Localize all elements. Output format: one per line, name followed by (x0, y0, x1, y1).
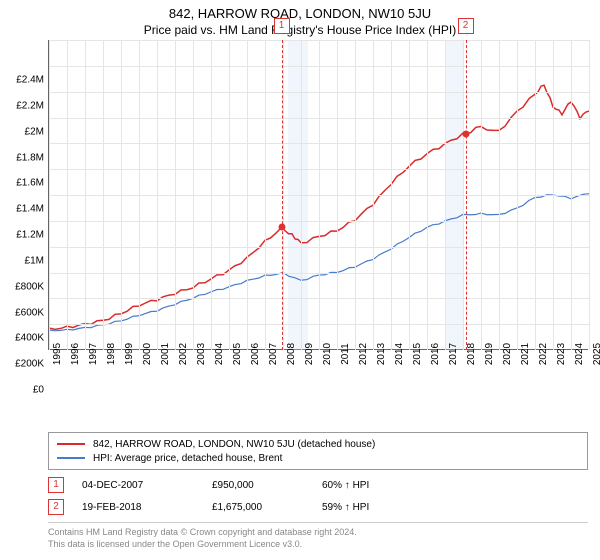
x-axis-label: 2018 (466, 343, 477, 365)
x-axis-label: 2024 (574, 343, 585, 365)
x-axis-label: 1998 (106, 343, 117, 365)
x-axis-label: 2022 (538, 343, 549, 365)
x-axis-label: 1996 (70, 343, 81, 365)
y-axis-label: £200K (0, 359, 44, 370)
x-axis-label: 2006 (250, 343, 261, 365)
transaction-marker-box: 2 (458, 18, 474, 34)
x-axis-label: 2010 (322, 343, 333, 365)
x-axis-label: 2014 (394, 343, 405, 365)
legend-box: 842, HARROW ROAD, LONDON, NW10 5JU (deta… (48, 432, 588, 470)
legend-label: 842, HARROW ROAD, LONDON, NW10 5JU (deta… (93, 439, 375, 450)
chart-title: 842, HARROW ROAD, LONDON, NW10 5JU (0, 6, 600, 21)
x-axis-label: 2023 (556, 343, 567, 365)
legend-item: 842, HARROW ROAD, LONDON, NW10 5JU (deta… (57, 437, 579, 451)
y-axis-label: £2M (0, 126, 44, 137)
transaction-date: 19-FEB-2018 (82, 502, 212, 513)
x-axis-label: 2008 (286, 343, 297, 365)
transaction-date: 04-DEC-2007 (82, 480, 212, 491)
y-axis-label: £1.6M (0, 178, 44, 189)
y-axis-label: £2.2M (0, 100, 44, 111)
x-axis-label: 2016 (430, 343, 441, 365)
chart-title-block: 842, HARROW ROAD, LONDON, NW10 5JU Price… (0, 0, 600, 37)
x-axis-label: 2020 (502, 343, 513, 365)
y-axis-label: £2.4M (0, 75, 44, 86)
legend-label: HPI: Average price, detached house, Bren… (93, 453, 282, 464)
y-axis-label: £1.4M (0, 204, 44, 215)
transaction-marker-box: 1 (274, 18, 290, 34)
transaction-table: 1 04-DEC-2007£950,00060% ↑ HPI 2 19-FEB-201… (48, 474, 588, 518)
y-axis-label: £600K (0, 307, 44, 318)
y-axis-label: £0 (0, 385, 44, 396)
x-axis-label: 2012 (358, 343, 369, 365)
x-axis-label: 2004 (214, 343, 225, 365)
x-axis-label: 2011 (340, 343, 351, 365)
transaction-row: 1 04-DEC-2007£950,00060% ↑ HPI (48, 474, 588, 496)
x-axis-label: 2009 (304, 343, 315, 365)
x-axis-label: 2005 (232, 343, 243, 365)
x-axis-label: 2007 (268, 343, 279, 365)
y-axis-label: £1M (0, 255, 44, 266)
legend-item: HPI: Average price, detached house, Bren… (57, 451, 579, 465)
transaction-hpi-diff: 59% ↑ HPI (322, 502, 588, 513)
y-axis-label: £1.8M (0, 152, 44, 163)
transaction-row: 2 19-FEB-2018£1,675,00059% ↑ HPI (48, 496, 588, 518)
transaction-hpi-diff: 60% ↑ HPI (322, 480, 588, 491)
legend-swatch (57, 443, 85, 445)
x-axis-label: 2001 (160, 343, 171, 365)
chart-subtitle: Price paid vs. HM Land Registry's House … (0, 23, 600, 37)
x-axis-label: 2002 (178, 343, 189, 365)
x-axis-label: 2000 (142, 343, 153, 365)
x-axis-label: 2019 (484, 343, 495, 365)
y-axis-label: £800K (0, 281, 44, 292)
plot-area: 12 (48, 40, 588, 350)
x-axis-label: 2017 (448, 343, 459, 365)
transaction-marker-line (282, 40, 283, 350)
chart: 12 £0£200K£400K£600K£800K£1M£1.2M£1.4M£1… (0, 40, 600, 390)
transaction-id-box: 1 (48, 477, 64, 493)
legend-swatch (57, 457, 85, 459)
y-axis-label: £1.2M (0, 230, 44, 241)
x-axis-label: 2015 (412, 343, 423, 365)
transaction-price: £950,000 (212, 480, 322, 491)
x-axis-label: 1997 (88, 343, 99, 365)
footer-line-2: This data is licensed under the Open Gov… (48, 539, 588, 551)
footer-line-1: Contains HM Land Registry data © Crown c… (48, 527, 588, 539)
transaction-price: £1,675,000 (212, 502, 322, 513)
x-axis-label: 1995 (52, 343, 63, 365)
transaction-dot (278, 224, 285, 231)
x-axis-label: 2021 (520, 343, 531, 365)
footer-attribution: Contains HM Land Registry data © Crown c… (48, 522, 588, 550)
x-axis-label: 2025 (592, 343, 600, 365)
transaction-marker-line (466, 40, 467, 350)
x-axis-label: 1999 (124, 343, 135, 365)
transaction-dot (462, 130, 469, 137)
x-axis-label: 2013 (376, 343, 387, 365)
x-axis-label: 2003 (196, 343, 207, 365)
y-axis-label: £400K (0, 333, 44, 344)
transaction-id-box: 2 (48, 499, 64, 515)
